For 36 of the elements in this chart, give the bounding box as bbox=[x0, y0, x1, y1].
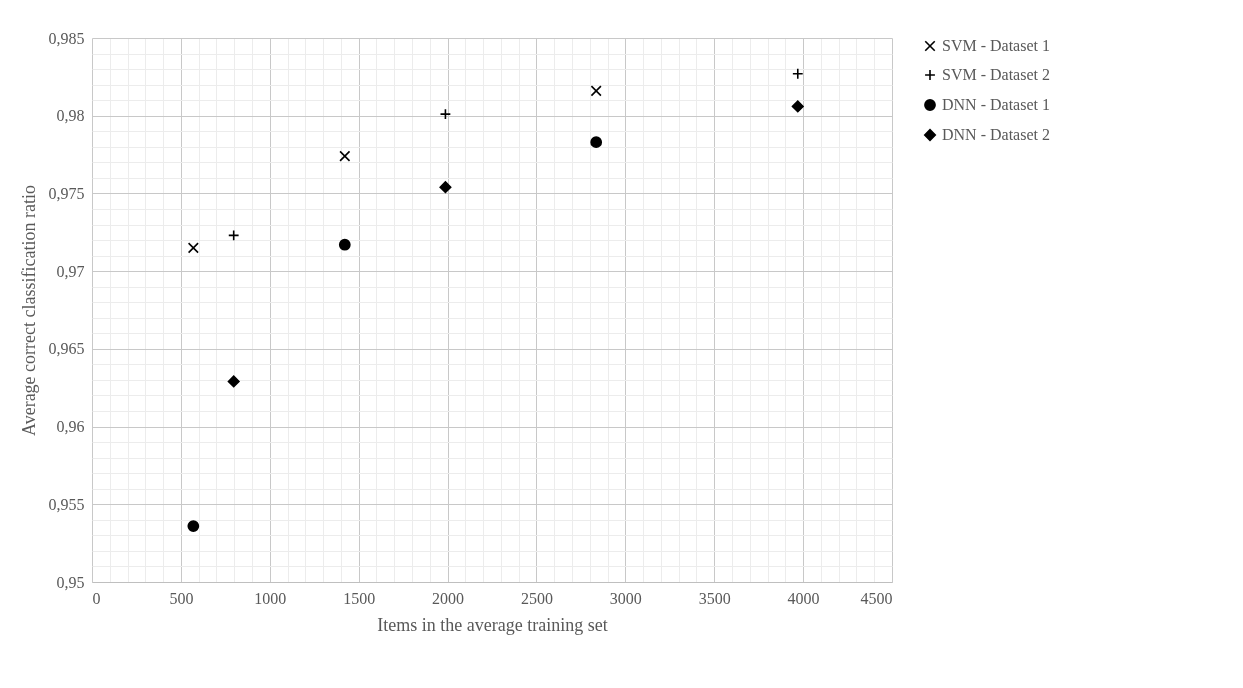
x-axis-title: Items in the average training set bbox=[377, 614, 608, 635]
point bbox=[590, 136, 603, 149]
y-tick-label: 0,965 bbox=[48, 340, 85, 358]
point bbox=[439, 108, 452, 120]
legend-label: DNN - Dataset 1 bbox=[942, 96, 1050, 113]
x-tick-label: 2500 bbox=[520, 589, 553, 607]
y-tick-label: 0,95 bbox=[56, 573, 85, 591]
point bbox=[439, 181, 452, 194]
x-tick-label: 3000 bbox=[609, 589, 642, 607]
y-axis-title: Average correct classification ratio bbox=[18, 184, 39, 437]
x-tick-label: 1500 bbox=[343, 589, 376, 607]
x-tick-label: 2000 bbox=[432, 589, 465, 607]
point bbox=[338, 238, 351, 251]
point bbox=[792, 68, 804, 80]
x-tick-label: 4000 bbox=[787, 589, 820, 607]
y-tick-label: 0,96 bbox=[56, 418, 85, 436]
y-tick-label: 0,98 bbox=[56, 107, 85, 125]
point bbox=[227, 375, 240, 388]
x-tick-label: 1000 bbox=[254, 589, 287, 607]
legend-label: SVM - Dataset 2 bbox=[942, 66, 1050, 83]
y-tick-label: 0,975 bbox=[48, 184, 85, 202]
y-tick-label: 0,97 bbox=[56, 262, 85, 280]
x-tick-label: 4500 bbox=[860, 589, 893, 607]
y-tick-label: 0,955 bbox=[48, 495, 85, 513]
point bbox=[187, 242, 199, 254]
y-tick-label: 0,985 bbox=[48, 29, 85, 47]
point bbox=[590, 85, 602, 97]
x-tick-label: 0 bbox=[92, 589, 101, 607]
x-tick-label: 500 bbox=[169, 589, 194, 607]
legend-label: DNN - Dataset 2 bbox=[942, 126, 1050, 143]
x-tick-label: 3500 bbox=[698, 589, 731, 607]
point bbox=[339, 150, 351, 162]
point bbox=[791, 100, 804, 113]
point bbox=[187, 520, 200, 532]
legend-label: SVM - Dataset 1 bbox=[942, 37, 1050, 54]
point bbox=[227, 229, 240, 242]
